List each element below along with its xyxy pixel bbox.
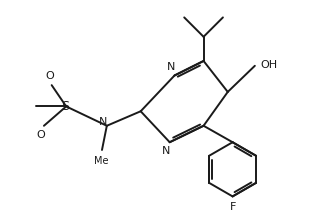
Text: O: O xyxy=(37,130,45,140)
Text: N: N xyxy=(162,146,170,156)
Text: N: N xyxy=(99,117,107,127)
Text: F: F xyxy=(229,202,236,212)
Text: S: S xyxy=(61,100,69,113)
Text: O: O xyxy=(45,71,54,81)
Text: Me: Me xyxy=(94,156,108,166)
Text: N: N xyxy=(166,62,175,72)
Text: OH: OH xyxy=(260,60,278,70)
